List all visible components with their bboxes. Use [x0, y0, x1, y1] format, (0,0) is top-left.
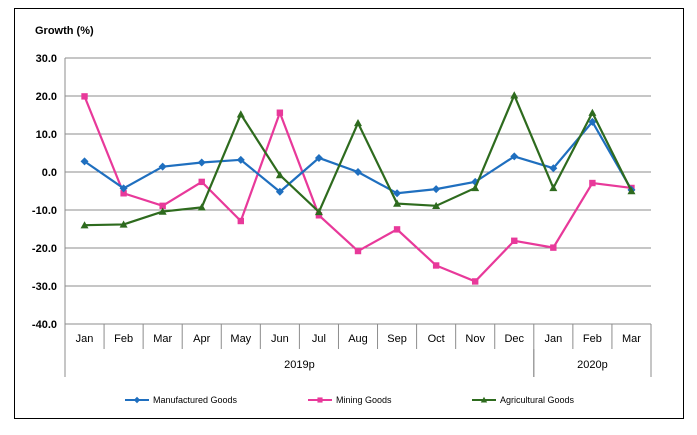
legend-marker [133, 396, 141, 404]
agricultural-goods-point [588, 108, 597, 116]
agricultural-goods-point [354, 118, 362, 127]
x-tick-label: Aug [348, 333, 368, 345]
y-tick-label: -10.0 [32, 205, 57, 217]
agricultural-goods-line [84, 92, 633, 227]
legend-marker [317, 397, 323, 403]
legend-marker [480, 396, 488, 403]
x-axis: Jan Feb Mar Apr May Jun Jul Aug Sep Oct Nov Dec Jan F… [64, 324, 652, 377]
x-group-label: 2020p [577, 359, 608, 371]
manufactured-goods-point [275, 187, 284, 196]
x-tick-label: Nov [465, 333, 485, 345]
x-tick-label: Jan [76, 333, 94, 345]
agricultural-goods-point [549, 183, 558, 192]
manufactured-goods-point [80, 157, 89, 166]
mining-goods-point [589, 179, 596, 187]
y-axis-title: Growth (%) [35, 25, 94, 37]
manufactured-goods-point [354, 168, 362, 176]
y-axis-ticks: 30.0 20.0 10.0 0.0 -10.0 -20.0 -30.0 -40.0 [32, 53, 57, 331]
agricultural-goods-point [471, 183, 480, 192]
agricultural-goods-point [275, 171, 284, 179]
agricultural-goods-point [510, 91, 519, 99]
x-tick-label: Oct [428, 333, 445, 345]
manufactured-goods-point [549, 164, 558, 173]
series-layer [80, 91, 636, 285]
mining-goods-point [81, 93, 88, 100]
y-tick-label: 20.0 [36, 91, 57, 103]
y-tick-label: -30.0 [32, 281, 57, 293]
y-tick-label: -20.0 [32, 243, 57, 255]
x-tick-label: May [230, 333, 251, 345]
mining-goods-point [315, 212, 323, 219]
growth-line-chart: Growth (%) 30.0 20.0 10.0 0.0 -10.0 -20.0 -30.… [32, 25, 652, 405]
agricultural-goods-point [158, 207, 167, 215]
mining-goods-point [472, 278, 479, 285]
manufactured-goods-point [588, 117, 597, 126]
x-tick-label: Feb [583, 333, 602, 345]
agricultural-goods-point [197, 203, 206, 211]
agricultural-goods-point [236, 110, 245, 118]
mining-goods-point [198, 178, 205, 186]
agricultural-goods-point [432, 201, 441, 210]
agricultural-goods-series [80, 91, 636, 229]
agricultural-goods-point [393, 199, 402, 207]
manufactured-goods-point [158, 162, 167, 171]
y-tick-label: 10.0 [36, 129, 57, 141]
mining-goods-point [550, 244, 557, 251]
manufactured-goods-point [119, 184, 128, 193]
x-group-label: 2019p [284, 359, 315, 371]
x-tick-label: Jun [271, 333, 289, 345]
manufactured-goods-line [83, 119, 633, 195]
legend-label: Agricultural Goods [500, 395, 575, 405]
x-tick-label: Apr [193, 333, 210, 345]
agricultural-goods-point [627, 187, 636, 195]
mining-goods-point [393, 226, 401, 233]
manufactured-goods-point [432, 185, 441, 194]
agricultural-goods-point [314, 207, 323, 216]
mining-goods-point [511, 237, 518, 244]
manufactured-goods-point [510, 152, 519, 161]
x-tick-label: Mar [153, 333, 172, 345]
legend-label: Mining Goods [336, 395, 392, 405]
mining-goods-point [120, 190, 127, 197]
gridlines [64, 57, 651, 325]
legend-item-mining-goods: Mining Goods [308, 395, 392, 405]
mining-goods-point [159, 202, 166, 210]
x-tick-label: Dec [504, 333, 524, 345]
legend: Manufactured Goods Mining Goods Agricultur… [125, 395, 575, 405]
agricultural-goods-point [119, 220, 128, 228]
x-tick-label: Jan [544, 333, 562, 345]
legend-item-manufactured-goods: Manufactured Goods [125, 395, 238, 405]
manufactured-goods-point [314, 153, 323, 162]
manufactured-goods-point [393, 189, 402, 198]
manufactured-goods-point [197, 158, 206, 167]
manufactured-goods-point [236, 155, 245, 164]
x-tick-label: Feb [114, 333, 133, 345]
mining-goods-point [237, 217, 244, 225]
agricultural-goods-point [80, 221, 89, 229]
mining-goods-point [276, 109, 284, 116]
y-tick-label: -40.0 [32, 319, 57, 331]
legend-label: Manufactured Goods [153, 395, 238, 405]
y-tick-label: 30.0 [36, 53, 57, 65]
legend-item-agricultural-goods: Agricultural Goods [472, 395, 575, 405]
x-tick-label: Jul [312, 333, 326, 345]
chart-frame: Growth (%) 30.0 20.0 10.0 0.0 -10.0 -20.0 -30.… [14, 8, 684, 419]
mining-goods-point [354, 247, 362, 255]
manufactured-goods-series [80, 117, 636, 198]
x-tick-label: Sep [387, 333, 407, 345]
mining-goods-point [432, 262, 440, 269]
y-tick-label: 0.0 [42, 167, 57, 179]
x-tick-label: Mar [622, 333, 641, 345]
